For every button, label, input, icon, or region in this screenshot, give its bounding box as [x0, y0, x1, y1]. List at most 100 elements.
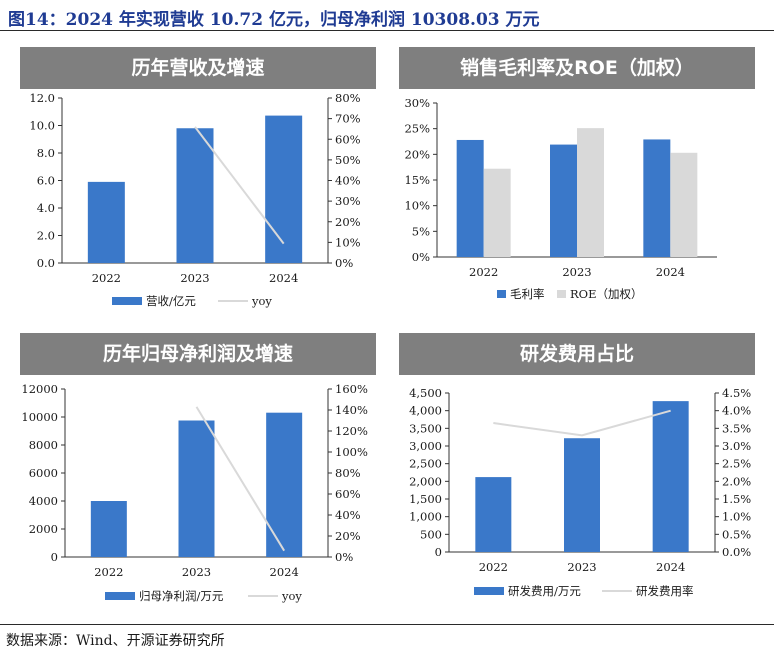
y-tick-label-right: 20% [335, 529, 361, 543]
legend-swatch [112, 297, 142, 305]
y-tick-label-left: 4.0 [37, 201, 55, 215]
y-tick-label-right: 50% [335, 153, 361, 167]
y-tick-label-right: 40% [335, 508, 361, 522]
legend-label: 营收/亿元 [146, 294, 196, 308]
y-tick-label-left: 15% [404, 173, 430, 187]
y-tick-label-left: 5% [412, 224, 430, 238]
y-tick-label-right: 70% [335, 112, 361, 126]
legend-label: 研发费用/万元 [508, 584, 581, 598]
y-tick-label-right: 1.0% [722, 510, 751, 524]
y-tick-label-left: 3,000 [409, 439, 442, 453]
bar [178, 420, 215, 557]
y-tick-label-right: 2.0% [722, 474, 751, 488]
y-tick-label-right: 2.5% [722, 457, 751, 471]
y-tick-label-left: 4000 [29, 494, 58, 508]
x-tick-label: 2023 [182, 565, 211, 579]
bar [577, 128, 604, 257]
y-tick-label-left: 8.0 [37, 146, 55, 160]
y-tick-label-right: 80% [335, 91, 361, 105]
bar [90, 501, 127, 557]
y-tick-label-right: 160% [335, 382, 368, 396]
bar [643, 139, 671, 257]
y-tick-label-left: 2,500 [409, 457, 442, 471]
y-tick-label-left: 2.0 [37, 229, 55, 243]
x-tick-label: 2024 [270, 565, 299, 579]
y-tick-label-right: 0% [335, 256, 353, 270]
bar [483, 168, 511, 257]
x-tick-label: 2023 [180, 271, 209, 285]
y-tick-label-left: 0% [412, 250, 430, 264]
y-tick-label-left: 20% [404, 147, 430, 161]
y-tick-label-left: 6000 [29, 466, 58, 480]
x-tick-label: 2022 [479, 560, 508, 574]
y-tick-label-right: 60% [335, 132, 361, 146]
bar [456, 139, 484, 257]
legend-swatch [557, 290, 566, 298]
y-tick-label-left: 12.0 [29, 91, 55, 105]
panel-title-margin-roe: 销售毛利率及ROE（加权） [399, 47, 755, 89]
x-tick-label: 2024 [269, 271, 298, 285]
y-tick-label-right: 30% [335, 194, 361, 208]
chart-margin-roe: 0% 5% 10% 15% 20% 25% 30% 2022 2023 2024 毛利率 ROE（加权… [404, 96, 717, 301]
y-tick-label-left: 4,500 [409, 386, 442, 400]
y-tick-label-left: 0.0 [37, 256, 55, 270]
chart-revenue: 0.0 2.0 4.0 6.0 8.0 10.0 12.0 0% 10% 20% 30% 40% 50%… [29, 91, 361, 308]
bar [550, 144, 577, 257]
y-tick-label-left: 25% [404, 122, 430, 136]
x-tick-label: 2024 [656, 560, 685, 574]
x-tick-label: 2022 [469, 265, 498, 279]
x-tick-label: 2023 [562, 265, 591, 279]
bottom-rule [0, 624, 774, 625]
chart-net-profit: 0 2000 4000 6000 8000 10000 12000 0% 20% 40% 60% 80… [21, 382, 368, 603]
y-tick-label-right: 80% [335, 466, 361, 480]
figure-title: 图14：2024 年实现营收 10.72 亿元，归母净利润 10308.03 万… [8, 10, 540, 30]
y-tick-label-left: 2000 [29, 522, 58, 536]
series-line [195, 406, 286, 552]
panel-title-rd-expense: 研发费用占比 [399, 333, 755, 375]
y-tick-label-right: 3.0% [722, 439, 751, 453]
chart-rd-expense: 0 500 1,000 1,500 2,000 2,500 3,000 3,500 4,000 4… [409, 386, 751, 598]
y-tick-label-left: 1,000 [409, 510, 442, 524]
legend-label: ROE（加权） [570, 287, 642, 301]
y-tick-label-right: 0.5% [722, 527, 751, 541]
y-tick-label-left: 8000 [29, 438, 58, 452]
x-tick-label: 2022 [94, 565, 123, 579]
bar [87, 181, 125, 263]
y-tick-label-right: 10% [335, 235, 361, 249]
legend-swatch [497, 290, 506, 298]
bar [475, 477, 512, 552]
bar [652, 401, 689, 552]
y-tick-label-left: 500 [420, 527, 442, 541]
x-tick-label: 2024 [656, 265, 685, 279]
y-tick-label-left: 10% [404, 199, 430, 213]
series-line [194, 126, 285, 245]
y-tick-label-left: 0 [51, 550, 58, 564]
bar [670, 152, 698, 257]
y-tick-label-right: 0% [335, 550, 353, 564]
legend-label: yoy [281, 589, 302, 603]
legend-label: 毛利率 [510, 287, 545, 301]
y-tick-label-left: 2,000 [409, 474, 442, 488]
legend-label: 归母净利润/万元 [139, 589, 224, 603]
y-tick-label-right: 4.5% [722, 386, 751, 400]
y-tick-label-right: 0.0% [722, 545, 751, 559]
y-tick-label-left: 4,000 [409, 404, 442, 418]
legend-label: 研发费用率 [636, 584, 694, 598]
panel-title-net-profit: 历年归母净利润及增速 [20, 333, 376, 375]
y-tick-label-right: 140% [335, 403, 368, 417]
y-tick-label-right: 100% [335, 445, 368, 459]
legend-label: yoy [251, 294, 272, 308]
x-tick-label: 2022 [92, 271, 121, 285]
legend-swatch [105, 592, 135, 600]
bar [176, 128, 214, 263]
y-tick-label-left: 30% [404, 96, 430, 110]
y-tick-label-left: 3,500 [409, 421, 442, 435]
y-tick-label-right: 1.5% [722, 492, 751, 506]
y-tick-label-right: 120% [335, 424, 368, 438]
y-tick-label-right: 20% [335, 215, 361, 229]
series-line [493, 409, 671, 437]
panel-title-revenue: 历年营收及增速 [20, 47, 376, 89]
legend-swatch [474, 587, 504, 595]
y-tick-label-right: 4.0% [722, 404, 751, 418]
top-rule [0, 30, 774, 31]
